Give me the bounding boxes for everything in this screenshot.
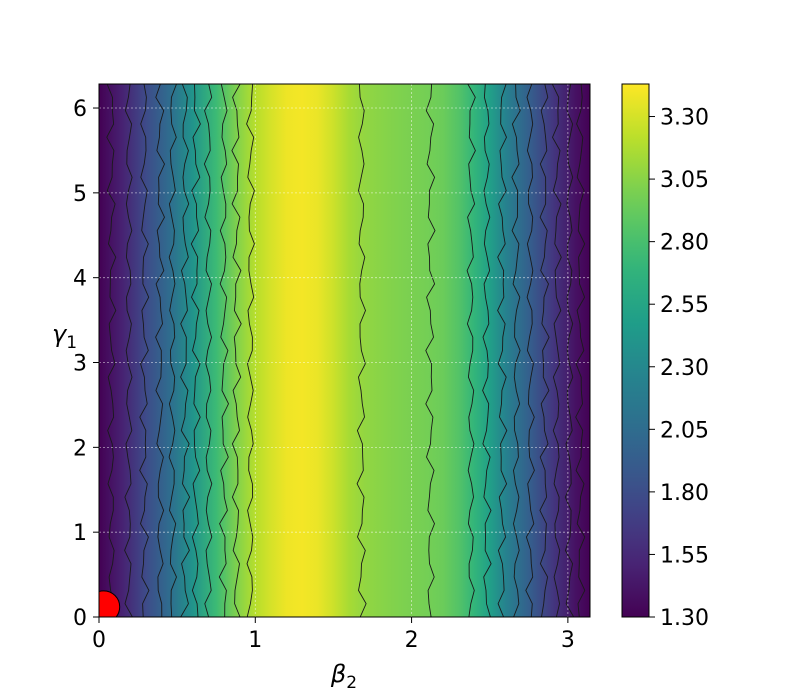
colorbar-tick-label: 3.30	[660, 106, 709, 131]
contour-line	[203, 84, 213, 617]
contour-line	[356, 84, 367, 617]
contour-line	[497, 84, 508, 617]
x-tick-label: 3	[561, 628, 575, 653]
grid-lines	[99, 84, 590, 617]
contour-line	[482, 84, 492, 617]
y-tick-label: 4	[73, 267, 87, 292]
colorbar-tick-label: 3.05	[660, 168, 709, 193]
contour-line	[564, 84, 575, 617]
contour-line	[539, 84, 550, 617]
plot-area	[98, 83, 591, 618]
y-axis: 0 1 2 3 4 5 6	[73, 97, 99, 631]
contour-lines	[106, 84, 586, 617]
y-tick-label: 6	[73, 97, 87, 122]
colorbar-tick-label: 1.30	[660, 606, 709, 631]
x-axis: 0 1 2 3	[92, 617, 575, 653]
contour-line	[218, 84, 230, 617]
y-axis-label: γ1	[52, 320, 77, 353]
contour-line	[168, 84, 177, 617]
contour-line	[190, 84, 201, 617]
contour-line	[246, 84, 255, 617]
colorbar-tick-label: 2.55	[660, 293, 709, 318]
colorbar-tick-label: 1.80	[660, 481, 709, 506]
contour-line	[551, 84, 562, 617]
x-tick-label: 0	[92, 628, 106, 653]
colorbar-tick-label: 1.55	[660, 543, 709, 568]
y-tick-label: 2	[73, 436, 87, 461]
colorbar: 1.30 1.55 1.80 2.05 2.30 2.55 2.80 3.05 3.30	[621, 83, 709, 631]
colorbar-tick-label: 2.30	[660, 356, 709, 381]
optimum-marker	[99, 590, 121, 617]
y-tick-label: 5	[73, 182, 87, 207]
x-axis-label: β2	[330, 660, 357, 693]
colorbar-tick-label: 2.80	[660, 231, 709, 256]
colorbar-ticks: 1.30 1.55 1.80 2.05 2.30 2.55 2.80 3.05 3.30	[649, 106, 709, 631]
y-tick-label: 1	[73, 521, 87, 546]
contour-line	[180, 84, 191, 617]
contour-line	[575, 84, 586, 617]
colorbar-fill	[621, 83, 650, 618]
y-tick-label: 3	[73, 352, 87, 377]
x-tick-label: 1	[248, 628, 262, 653]
contour-line	[525, 84, 535, 617]
contour-line	[139, 84, 150, 617]
plot-fill	[99, 84, 590, 617]
colorbar-tick-label: 2.05	[660, 418, 709, 443]
contour-line	[425, 84, 436, 617]
contour-line	[466, 84, 476, 617]
contour-line	[231, 84, 242, 617]
y-tick-label: 0	[73, 606, 87, 631]
contour-line	[511, 84, 521, 617]
contour-line	[124, 84, 133, 617]
plot-frame	[98, 83, 591, 618]
contour-line	[106, 84, 117, 617]
x-tick-label: 2	[405, 628, 419, 653]
contour-line	[155, 84, 166, 617]
